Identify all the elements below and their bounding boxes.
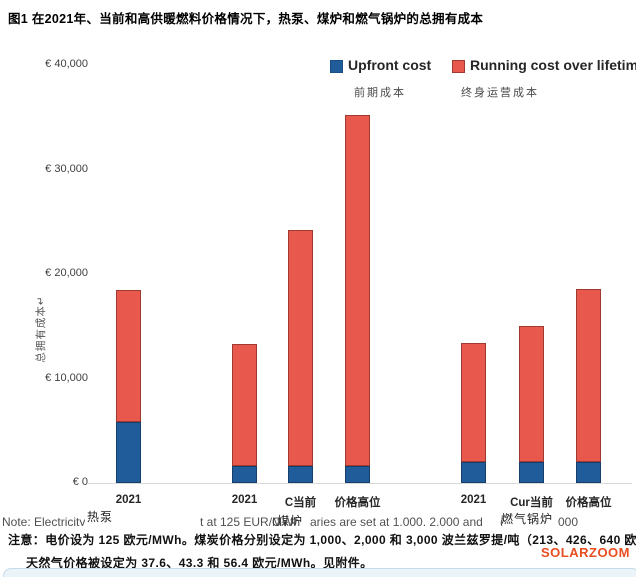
bottom-card-edge bbox=[3, 568, 636, 577]
clipped-note-fragment: Note: Electricity bbox=[2, 515, 86, 526]
bar-segment-upfront bbox=[576, 462, 601, 483]
x-axis-group-label: 燃气锅炉 bbox=[500, 512, 554, 526]
note-line-1: 注意：电价设为 125 欧元/MWh。煤炭价格分别设定为 1,000、2,000… bbox=[8, 533, 636, 547]
watermark: SOLARZOOM bbox=[541, 545, 630, 560]
clipped-note-fragment: aries are set at 1,000, 2,000 and bbox=[310, 515, 483, 526]
bar-segment-upfront bbox=[116, 422, 141, 483]
x-tick-scenario-label: C当前 bbox=[284, 497, 317, 509]
x-tick-scenario-label: 价格高位 bbox=[334, 497, 381, 509]
y-tick-label: € 20,000 bbox=[45, 267, 88, 279]
y-tick-label: € 40,000 bbox=[45, 58, 88, 70]
y-tick-label: € 30,000 bbox=[45, 162, 88, 175]
clipped-note-fragment: ( bbox=[500, 515, 504, 526]
bar-segment-running bbox=[288, 230, 313, 467]
x-axis-group-label: 煤炉 bbox=[276, 514, 304, 528]
x-axis-group-label: 热泵 bbox=[86, 510, 114, 524]
note-line-2: 天然气价格被设定为 37.6、43.3 和 56.4 欧元/MWh。见附件。 bbox=[26, 556, 373, 570]
legend-swatch-running-icon bbox=[452, 60, 465, 73]
bar-segment-upfront bbox=[519, 462, 544, 483]
clipped-note-fragment: 000 bbox=[558, 515, 579, 526]
legend-label-running: Running cost over lifetime bbox=[470, 57, 636, 73]
x-tick-scenario-label: Cur当前 bbox=[510, 497, 553, 509]
bar-segment-running bbox=[232, 344, 257, 467]
bar-segment-upfront bbox=[345, 466, 370, 483]
y-tick-label: € 0 bbox=[72, 476, 88, 488]
legend-label-upfront-zh: 前期成本 bbox=[354, 87, 406, 99]
bar-segment-upfront bbox=[461, 462, 486, 483]
clipped-note-fragment: C bbox=[272, 515, 281, 526]
legend-label-upfront: Upfront cost bbox=[348, 57, 432, 73]
bar-segment-running bbox=[576, 288, 601, 463]
bar-segment-running bbox=[116, 289, 141, 423]
legend-swatch-upfront-icon bbox=[330, 60, 343, 73]
x-axis-line bbox=[88, 483, 632, 484]
x-tick-scenario-label: 价格高位 bbox=[565, 497, 612, 509]
y-axis-title: 总拥有成本↵ bbox=[35, 295, 47, 363]
bar-segment-running bbox=[519, 326, 544, 463]
bar-segment-running bbox=[461, 342, 486, 463]
bar-segment-running bbox=[345, 115, 370, 467]
x-tick-scenario-label: 2021 bbox=[460, 494, 487, 506]
x-tick-scenario-label: 2021 bbox=[115, 494, 142, 506]
figure-title: 图1 在2021年、当前和高供暖燃料价格情况下，热泵、煤炉和燃气锅炉的总拥有成本 bbox=[8, 12, 484, 26]
bar-segment-upfront bbox=[288, 466, 313, 483]
x-tick-scenario-label: 2021 bbox=[231, 494, 258, 506]
clipped-note-fragment: t at 125 EUR/MWh bbox=[200, 515, 301, 526]
legend-label-running-zh: 终身运营成本 bbox=[461, 87, 539, 99]
y-tick-label: € 10,000 bbox=[45, 371, 88, 384]
bar-segment-upfront bbox=[232, 466, 257, 483]
